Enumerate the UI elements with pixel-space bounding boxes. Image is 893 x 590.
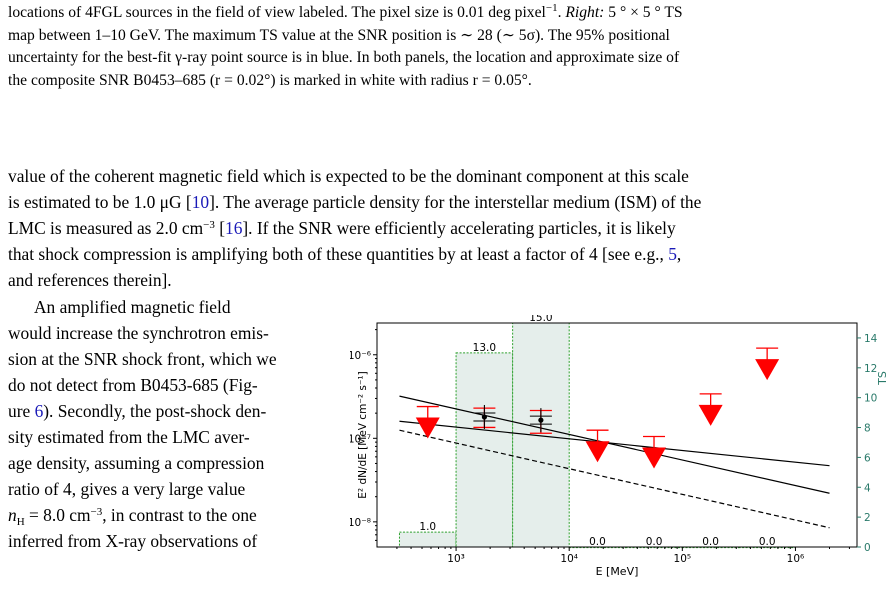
caption-line-1: locations of 4FGL sources in the field o… xyxy=(8,2,683,22)
body-line: An amplified magnetic field xyxy=(34,297,231,317)
body-line: is estimated to be 1.0 μG [10]. The aver… xyxy=(8,192,702,212)
y-tick-label: 10⁻⁶ xyxy=(350,350,371,362)
body-line: and references therein]. xyxy=(8,270,172,290)
caption-line-2: map between 1–10 GeV. The maximum TS val… xyxy=(8,26,670,44)
y-tick-label: 10⁻⁸ xyxy=(350,517,371,529)
body-line: sity estimated from the LMC aver- xyxy=(8,427,250,447)
ts-bar-label: 0.0 xyxy=(646,536,663,548)
upper-limit-arrow xyxy=(642,447,667,469)
body-line: inferred from X-ray observations of xyxy=(8,531,258,551)
body-line: ratio of 4, gives a very large value xyxy=(8,479,246,499)
body-line: nH = 8.0 cm−3, in contrast to the one xyxy=(8,505,257,528)
ts-bar-label: 0.0 xyxy=(759,536,776,548)
butterfly-lower-line xyxy=(399,420,830,467)
ts-bar xyxy=(512,322,570,548)
plot-frame xyxy=(376,322,858,548)
x-tick-label: 10⁶ xyxy=(787,553,805,565)
y-axis-label: E² dN/dE [MeV cm⁻² s⁻¹] xyxy=(357,371,369,498)
ts-bar-label: 15.0 xyxy=(529,315,552,324)
figure-link[interactable]: 6 xyxy=(34,401,44,421)
butterfly-upper-line xyxy=(399,395,830,494)
x-tick-label: 10⁴ xyxy=(560,553,578,565)
ts-bar-label: 0.0 xyxy=(589,536,606,548)
y2-axis-label: TS xyxy=(876,371,889,386)
ts-bar xyxy=(455,352,514,548)
x-axis-label: E [MeV] xyxy=(596,565,639,578)
upper-limit-arrow xyxy=(415,417,440,439)
flux-points-layer xyxy=(415,347,780,469)
ts-bar xyxy=(398,531,457,548)
y2-tick-label: 6 xyxy=(864,452,871,464)
y2-tick-label: 10 xyxy=(864,393,877,405)
flux-point xyxy=(481,414,488,420)
sed-chart: 1.0 13.0 15.0 0.0 0.0 0.0 0.0 10³ 10⁴ 10⁵ 10⁶ 10⁻⁸… xyxy=(350,315,889,578)
citation-link[interactable]: 5 xyxy=(668,244,677,264)
caption-line-3: uncertainty for the best-fit γ-ray point… xyxy=(8,49,680,66)
upper-limit-arrow xyxy=(585,441,610,463)
y2-tick-label: 12 xyxy=(864,363,877,375)
body-line: would increase the synchrotron emis- xyxy=(8,323,269,343)
x-tick-label: 10⁵ xyxy=(674,553,692,565)
body-line: sion at the SNR shock front, which we xyxy=(8,349,277,369)
x-tick-label: 10³ xyxy=(447,553,465,565)
y-tick-label: 10⁻⁷ xyxy=(350,433,371,445)
wrapped-paragraph: An amplified magnetic field would increa… xyxy=(8,294,331,554)
body-line: LMC is measured as 2.0 cm−3 [16]. If the… xyxy=(8,218,676,238)
upper-limit-arrow xyxy=(698,404,723,426)
ts-bar-label: 0.0 xyxy=(702,536,719,548)
y2-tick-label: 2 xyxy=(864,512,871,524)
y2-tick-label: 4 xyxy=(864,482,871,494)
model-lines-layer xyxy=(399,395,830,529)
ts-bar-label: 1.0 xyxy=(419,521,436,533)
body-line: do not detect from B0453-685 (Fig- xyxy=(8,375,258,395)
best-fit-model-line xyxy=(399,429,830,529)
figure-caption: locations of 4FGL sources in the field o… xyxy=(8,2,885,92)
flux-point xyxy=(538,417,544,423)
citation-link[interactable]: 16 xyxy=(225,218,243,238)
body-line: value of the coherent magnetic field whi… xyxy=(8,166,689,186)
citation-link[interactable]: 10 xyxy=(191,192,210,212)
body-line: age density, assuming a compression xyxy=(8,453,265,473)
body-line: that shock compression is amplifying bot… xyxy=(8,244,682,264)
ts-bars-layer: 1.0 13.0 15.0 0.0 0.0 0.0 0.0 xyxy=(398,315,796,549)
ts-bar-label: 13.0 xyxy=(473,342,496,354)
upper-limit-arrow xyxy=(755,359,780,381)
y2-tick-label: 8 xyxy=(864,423,871,435)
body-line: ure 6). Secondly, the post-shock den- xyxy=(8,401,267,421)
y2-tick-label: 0 xyxy=(864,542,871,554)
y2-tick-label: 14 xyxy=(864,333,878,345)
caption-line-4: the composite SNR B0453–685 (r = 0.02°) … xyxy=(8,71,532,89)
axes-layer: 10³ 10⁴ 10⁵ 10⁶ 10⁻⁸ 10⁻⁷ 10⁻⁶ 0 2 4 6 8 10 12 14 xyxy=(350,329,878,565)
